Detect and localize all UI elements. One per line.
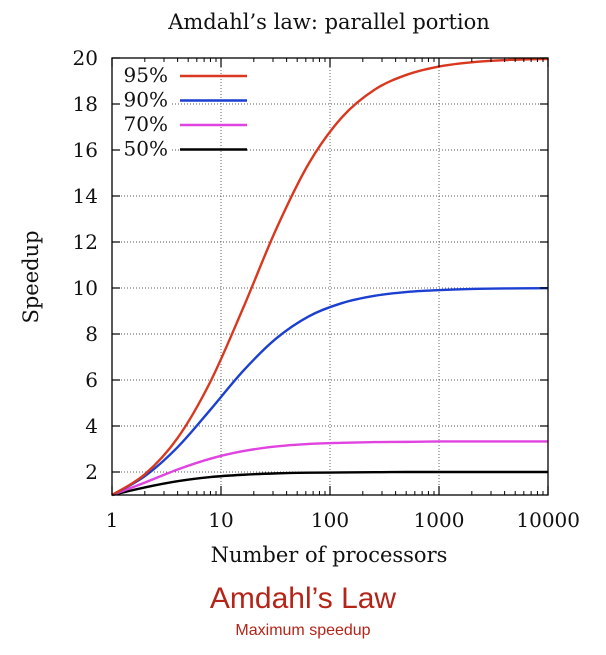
legend-label: 50% xyxy=(124,137,168,161)
y-tick-label: 20 xyxy=(73,46,98,70)
amdahl-chart: Amdahl’s law: parallel portion 2 4 6 8 10 12 1… xyxy=(19,10,580,567)
plot-frame xyxy=(111,57,549,496)
y-tick-label: 18 xyxy=(73,92,98,116)
x-tick-label: 100 xyxy=(311,508,349,532)
x-axis-ticks: 1 10 100 1000 10000 xyxy=(106,58,580,532)
caption-subtitle: Maximum speedup xyxy=(235,622,371,639)
series-line-50pct xyxy=(111,470,548,497)
y-axis-label: Speedup xyxy=(19,230,43,323)
legend-label: 70% xyxy=(124,112,168,136)
y-tick-label: 8 xyxy=(85,322,98,346)
x-tick-label: 1000 xyxy=(414,508,465,532)
y-tick-label: 16 xyxy=(73,138,98,162)
legend-bg xyxy=(120,136,172,157)
y-tick-label: 12 xyxy=(73,230,98,254)
series-lines xyxy=(111,57,549,497)
legend-bg xyxy=(120,87,172,108)
series-line-70pct xyxy=(111,440,548,497)
x-tick-label: 1 xyxy=(106,508,119,532)
chart-title: Amdahl’s law: parallel portion xyxy=(167,10,490,34)
y-tick-label: 2 xyxy=(85,460,98,484)
legend-label: 90% xyxy=(124,88,168,112)
series-line-95pct xyxy=(111,57,549,497)
y-tick-label: 6 xyxy=(85,368,98,392)
legend-label: 95% xyxy=(124,63,168,87)
x-tick-label: 10000 xyxy=(516,508,580,532)
legend-bg xyxy=(120,63,172,83)
caption-title: Amdahl’s Law xyxy=(209,582,397,615)
y-tick-label: 14 xyxy=(73,184,98,208)
x-tick-label: 10 xyxy=(208,508,233,532)
y-axis-ticks: 2 4 6 8 10 12 14 16 18 20 xyxy=(73,46,548,484)
x-axis-label: Number of processors xyxy=(211,543,448,567)
y-tick-label: 4 xyxy=(85,414,98,438)
series-line-90pct xyxy=(111,287,549,497)
grid xyxy=(112,58,548,495)
legend: 95%90%70%50% xyxy=(120,63,247,161)
legend-bg xyxy=(120,112,172,132)
y-tick-label: 10 xyxy=(73,276,98,300)
